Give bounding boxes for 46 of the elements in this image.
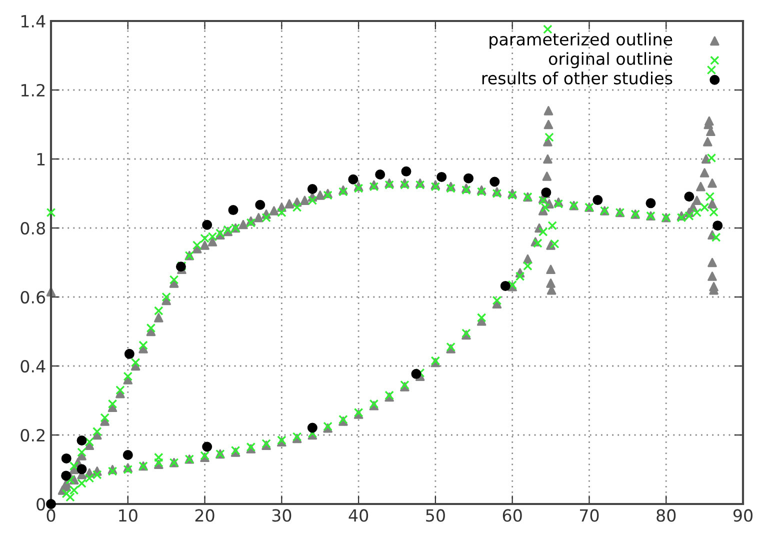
point — [307, 422, 318, 433]
x-tick-label: 10 — [119, 509, 138, 522]
point — [646, 198, 656, 208]
x-tick-label: 30 — [272, 509, 292, 522]
point — [61, 453, 72, 464]
point — [490, 176, 500, 187]
x-tick-label: 40 — [348, 509, 368, 522]
point — [61, 470, 72, 481]
y-tick-label: 0 — [36, 498, 46, 511]
point — [202, 220, 212, 230]
y-tick-label: 1.2 — [21, 84, 44, 96]
point — [464, 173, 474, 184]
point — [411, 368, 422, 379]
y-tick-label: 0.8 — [20, 222, 45, 235]
x-tick-label: 0 — [46, 509, 56, 522]
point — [46, 499, 56, 509]
x-tick-label: 80 — [656, 509, 676, 522]
x-tick-label: 70 — [580, 509, 599, 522]
point — [436, 172, 447, 182]
point — [712, 220, 723, 231]
point — [401, 166, 412, 176]
legend-label: original outline — [548, 52, 672, 68]
point — [684, 192, 694, 202]
point — [202, 442, 212, 452]
point — [228, 205, 238, 216]
x-tick-label: 60 — [502, 509, 522, 522]
point — [307, 184, 318, 194]
y-tick-label: 0.6 — [20, 290, 46, 304]
point — [255, 200, 266, 210]
x-tick-label: 20 — [195, 509, 214, 522]
legend-label: parameterized outline — [490, 32, 672, 49]
point — [592, 195, 603, 206]
point — [375, 170, 386, 180]
y-tick-label: 1.4 — [21, 15, 46, 28]
point — [76, 464, 87, 474]
point — [124, 348, 134, 359]
x-tick-label: 90 — [733, 509, 752, 522]
legend-label: results of other studies — [482, 72, 672, 84]
y-tick-label: 0.4 — [20, 360, 46, 373]
y-tick-label: 1 — [37, 153, 45, 166]
x-tick-label: 50 — [426, 509, 445, 522]
point — [76, 436, 87, 446]
point — [348, 174, 358, 184]
point — [122, 450, 133, 460]
y-tick-label: 0.2 — [20, 428, 44, 442]
point — [500, 280, 510, 291]
